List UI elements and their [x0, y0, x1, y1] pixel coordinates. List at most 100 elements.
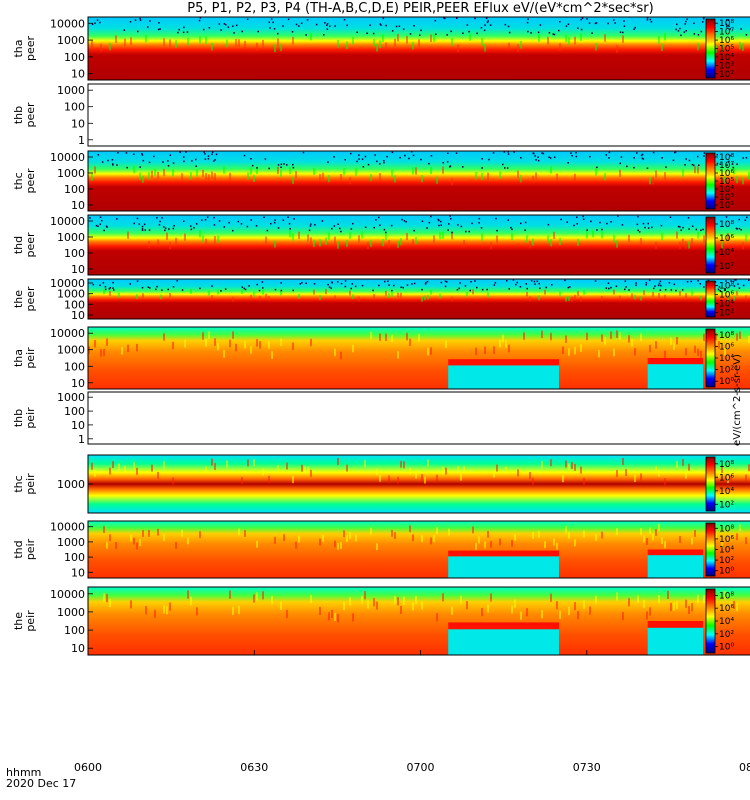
- noise-speck: [456, 289, 459, 291]
- noise-speck: [670, 289, 673, 291]
- spectrogram-cell: [370, 239, 372, 247]
- noise-speck: [736, 163, 738, 165]
- noise-speck: [589, 155, 591, 158]
- noise-speck: [314, 224, 316, 226]
- noise-speck: [401, 218, 403, 221]
- noise-speck: [539, 287, 541, 289]
- noise-speck: [615, 285, 618, 287]
- noise-speck: [117, 152, 119, 154]
- noise-speck: [718, 286, 721, 288]
- noise-speck: [526, 287, 528, 290]
- colorbar-tick-label: 10⁶: [719, 604, 734, 614]
- spectrogram-cell: [436, 527, 438, 534]
- noise-speck: [637, 229, 639, 232]
- colorbar-tick-label: 10⁴: [719, 300, 734, 310]
- noise-speck: [548, 156, 550, 158]
- y-tick-label: 1: [78, 433, 85, 446]
- noise-speck: [638, 231, 641, 233]
- spectrogram-cell: [94, 166, 96, 174]
- spectrogram-cell: [274, 536, 276, 544]
- noise-speck: [582, 218, 585, 220]
- noise-speck: [533, 280, 536, 283]
- spectrogram-cell: [604, 34, 606, 42]
- noise-speck: [155, 288, 157, 291]
- noise-speck: [586, 229, 588, 231]
- y-tick-label: 10: [71, 263, 85, 276]
- noise-speck: [351, 283, 354, 285]
- noise-speck: [580, 18, 582, 21]
- spectrogram-cell: [328, 174, 330, 183]
- spectrogram-cell: [466, 291, 468, 297]
- colorbar-tick-label: 10⁸: [719, 591, 734, 601]
- spectrogram-cell: [694, 166, 696, 174]
- spectrogram-cell: [484, 44, 486, 52]
- noise-speck: [596, 229, 598, 231]
- spectrogram-cell: [208, 174, 210, 182]
- noise-speck: [728, 25, 730, 28]
- noise-speck: [102, 282, 105, 284]
- spectrogram-cell: [463, 466, 465, 474]
- spectrogram-cell: [286, 609, 288, 619]
- spectrogram-cell: [718, 341, 720, 349]
- spectrogram-cell: [703, 235, 705, 243]
- spectrogram-cell: [364, 460, 366, 468]
- spectrogram-cell: [655, 529, 657, 536]
- spectrogram-cell: [505, 340, 507, 348]
- spectrogram-cell: [283, 534, 285, 542]
- spectrogram-cell: [658, 36, 660, 44]
- noise-speck: [331, 227, 333, 230]
- spectrogram-cell: [190, 172, 192, 180]
- noise-speck: [204, 219, 207, 221]
- spectrogram-cell: [415, 167, 417, 175]
- spectrogram-cell: [511, 605, 513, 614]
- spectrogram-cell: [649, 344, 651, 353]
- x-tick-label: 0700: [407, 761, 435, 774]
- noise-speck: [141, 225, 144, 228]
- spectrogram-cell: [340, 542, 342, 549]
- spectrogram-thc-peir: [88, 455, 750, 513]
- spectrogram-cell: [265, 236, 267, 244]
- spectrogram-cell: [421, 535, 423, 543]
- noise-speck: [537, 159, 540, 162]
- noise-speck: [513, 151, 515, 153]
- spectrogram-cell: [406, 35, 408, 44]
- noise-speck: [295, 23, 298, 26]
- spectrogram-cell: [244, 341, 246, 349]
- noise-speck: [156, 285, 158, 288]
- noise-speck: [158, 22, 160, 24]
- spectrogram-cell: [568, 606, 570, 616]
- spectrogram-cell: [310, 32, 312, 41]
- noise-speck: [391, 30, 394, 32]
- y-tick-label: 1000: [57, 167, 85, 180]
- noise-speck: [413, 229, 415, 232]
- noise-speck: [374, 154, 376, 156]
- noise-speck: [352, 222, 354, 225]
- spectrogram-cell: [559, 291, 561, 297]
- noise-speck: [147, 286, 150, 288]
- noise-speck: [373, 226, 375, 229]
- noise-speck: [282, 219, 285, 221]
- noise-speck: [183, 156, 185, 158]
- noise-speck: [411, 283, 413, 285]
- spectrogram-cell: [535, 172, 537, 180]
- noise-speck: [702, 228, 704, 231]
- spectrogram-cell: [187, 537, 189, 545]
- spectrogram-cell: [664, 350, 666, 359]
- spectrogram-cell: [625, 469, 627, 477]
- spectrogram-cell: [415, 471, 417, 479]
- spectrogram-cell: [268, 341, 270, 349]
- noise-speck: [220, 290, 222, 292]
- noise-speck: [457, 224, 459, 226]
- spectrogram-cell: [301, 464, 303, 472]
- panel-frame: [87, 520, 750, 579]
- noise-speck: [450, 30, 452, 33]
- noise-speck: [649, 18, 652, 21]
- narrow-band: [647, 621, 704, 628]
- spectrogram-cell: [148, 172, 150, 180]
- noise-speck: [605, 287, 608, 289]
- spectrogram-cell: [370, 331, 372, 340]
- noise-speck: [527, 18, 529, 20]
- noise-speck: [206, 216, 209, 218]
- noise-speck: [595, 22, 598, 24]
